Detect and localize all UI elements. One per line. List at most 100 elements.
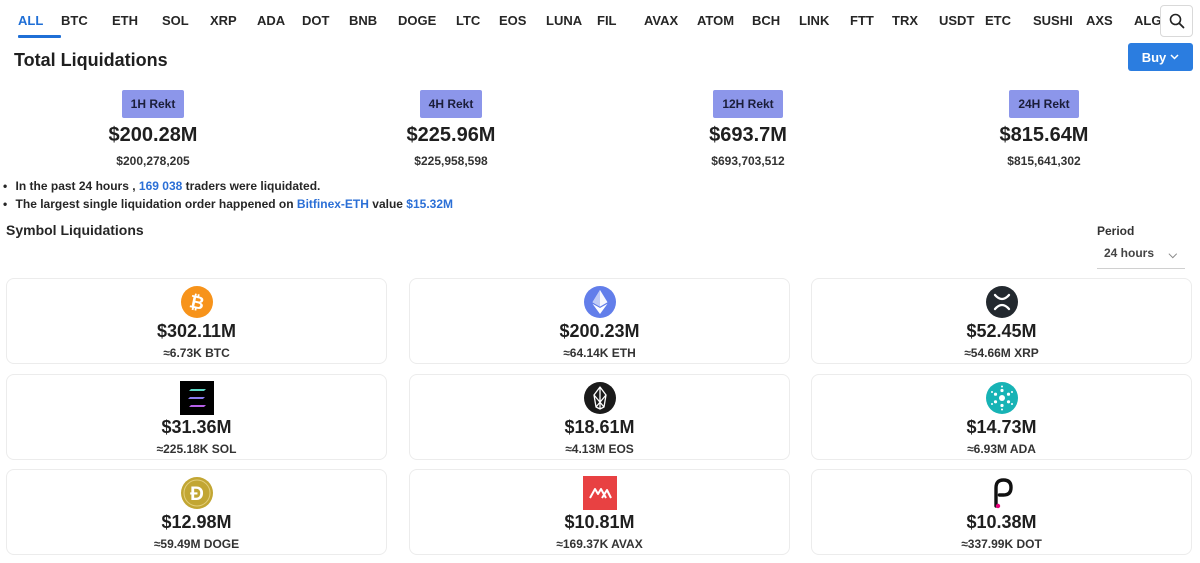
page-title: Total Liquidations <box>14 50 168 70</box>
stat-badge: 12H Rekt <box>713 90 783 118</box>
eos-icon <box>583 381 617 415</box>
stat-24h: 24H Rekt $815.64M $815,641,302 <box>954 90 1134 168</box>
card-usd-value: $10.38M <box>966 512 1037 532</box>
svg-text:Ð: Ð <box>190 484 204 505</box>
card-coin-amount: ≈64.14K ETH <box>563 346 636 360</box>
stat-1h: 1H Rekt $200.28M $200,278,205 <box>63 90 243 168</box>
stat-value: $225.96M <box>406 124 496 146</box>
buy-button[interactable]: Buy <box>1128 43 1193 71</box>
card-coin-amount: ≈337.99K DOT <box>961 537 1042 551</box>
symbol-card[interactable]: $10.81M ≈169.37K AVAX <box>409 469 790 555</box>
tab-eos[interactable]: EOS <box>499 13 527 28</box>
tab-ltc[interactable]: LTC <box>456 13 481 28</box>
stat-badge: 1H Rekt <box>121 90 185 118</box>
tab-btc[interactable]: BTC <box>61 13 88 28</box>
tab-axs[interactable]: AXS <box>1086 13 1113 28</box>
tab-dot[interactable]: DOT <box>302 13 330 28</box>
period-label: Period <box>1097 224 1135 238</box>
symbol-card[interactable]: $200.23M ≈64.14K ETH <box>409 278 790 364</box>
tab-atom[interactable]: ATOM <box>697 13 735 28</box>
card-coin-amount: ≈6.73K BTC <box>163 346 230 360</box>
stat-value: $815.64M <box>999 124 1089 146</box>
card-usd-value: $200.23M <box>559 321 640 341</box>
cardano-icon <box>985 381 1019 415</box>
tab-luna[interactable]: LUNA <box>546 13 583 28</box>
card-usd-value: $31.36M <box>161 417 232 437</box>
solana-icon <box>179 381 214 415</box>
chevron-down-icon: ⌵ <box>1168 249 1177 261</box>
symbol-card[interactable]: ₿ $302.11M ≈6.73K BTC <box>6 278 387 364</box>
trader-count-link[interactable]: 169 038 <box>138 179 183 193</box>
card-coin-amount: ≈6.93M ADA <box>967 442 1036 456</box>
symbol-tabs: ALL BTC ETH SOL XRP ADA DOT BNB DOGE LTC EOS LUNA FI… <box>18 13 1190 41</box>
tab-fil[interactable]: FIL <box>597 13 617 28</box>
stat-4h: 4H Rekt $225.96M $225,958,598 <box>361 90 541 168</box>
note-text: In the past 24 hours , <box>15 179 136 193</box>
note-largest-order: The largest single liquidation order hap… <box>3 197 453 215</box>
stat-value: $200.28M <box>108 124 198 146</box>
symbol-liquidations-title: Symbol Liquidations <box>6 222 144 238</box>
chevron-down-icon <box>1170 54 1179 60</box>
xrp-icon <box>985 285 1019 319</box>
symbol-card[interactable]: Ð $12.98M ≈59.49M DOGE <box>6 469 387 555</box>
tab-xrp[interactable]: XRP <box>210 13 237 28</box>
tab-usdt[interactable]: USDT <box>939 13 975 28</box>
stat-value: $693.7M <box>709 124 787 146</box>
stat-exact-value: $200,278,205 <box>116 154 190 168</box>
symbol-card[interactable]: $14.73M ≈6.93M ADA <box>811 374 1192 460</box>
period-select[interactable]: 24 hours ⌵ <box>1097 241 1185 269</box>
card-coin-amount: ≈54.66M XRP <box>964 346 1039 360</box>
search-button[interactable] <box>1160 5 1193 37</box>
tab-sushi[interactable]: SUSHI <box>1033 13 1073 28</box>
tab-etc[interactable]: ETC <box>985 13 1011 28</box>
note-text: The largest single liquidation order hap… <box>15 197 294 211</box>
tab-link[interactable]: LINK <box>799 13 830 28</box>
note-traders: In the past 24 hours , 169 038 traders w… <box>3 179 453 197</box>
stat-exact-value: $815,641,302 <box>1007 154 1081 168</box>
search-icon <box>1169 13 1184 29</box>
tab-avax[interactable]: AVAX <box>644 13 679 28</box>
card-coin-amount: ≈225.18K SOL <box>156 442 237 456</box>
card-usd-value: $10.81M <box>564 512 635 532</box>
stat-badge: 4H Rekt <box>419 90 483 118</box>
stat-badge: 24H Rekt <box>1009 90 1079 118</box>
card-usd-value: $18.61M <box>564 417 635 437</box>
tab-trx[interactable]: TRX <box>892 13 918 28</box>
card-usd-value: $52.45M <box>966 321 1037 341</box>
tab-ftt[interactable]: FTT <box>850 13 874 28</box>
note-text: value <box>372 197 403 211</box>
order-value-link[interactable]: $15.32M <box>406 197 453 211</box>
card-coin-amount: ≈59.49M DOGE <box>153 537 240 551</box>
symbol-tab-bar: ALL BTC ETH SOL XRP ADA DOT BNB DOGE LTC EOS LUNA FI… <box>0 0 1200 42</box>
liquidation-notes: In the past 24 hours , 169 038 traders w… <box>3 179 453 215</box>
stat-exact-value: $693,703,512 <box>711 154 785 168</box>
tab-bch[interactable]: BCH <box>752 13 781 28</box>
svg-text:₿: ₿ <box>187 291 206 314</box>
symbol-card[interactable]: $52.45M ≈54.66M XRP <box>811 278 1192 364</box>
dogecoin-icon: Ð <box>180 476 214 510</box>
card-usd-value: $302.11M <box>156 321 237 341</box>
tab-doge[interactable]: DOGE <box>398 13 437 28</box>
exchange-link[interactable]: Bitfinex-ETH <box>296 197 369 211</box>
buy-label: Buy <box>1141 49 1167 65</box>
tab-sol[interactable]: SOL <box>162 13 189 28</box>
period-value: 24 hours <box>1104 246 1155 260</box>
symbol-card[interactable]: $18.61M ≈4.13M EOS <box>409 374 790 460</box>
tab-ada[interactable]: ADA <box>257 13 286 28</box>
card-coin-amount: ≈4.13M EOS <box>565 442 634 456</box>
card-coin-amount: ≈169.37K AVAX <box>556 537 643 551</box>
polkadot-icon <box>985 476 1019 510</box>
stat-12h: 12H Rekt $693.7M $693,703,512 <box>658 90 838 168</box>
note-text: traders were liquidated. <box>185 179 321 193</box>
card-usd-value: $12.98M <box>161 512 232 532</box>
tab-eth[interactable]: ETH <box>112 13 138 28</box>
tab-bnb[interactable]: BNB <box>349 13 378 28</box>
tab-all[interactable]: ALL <box>18 13 61 41</box>
bitcoin-icon: ₿ <box>180 285 214 319</box>
symbol-card[interactable]: $10.38M ≈337.99K DOT <box>811 469 1192 555</box>
stat-exact-value: $225,958,598 <box>414 154 488 168</box>
symbol-card[interactable]: $31.36M ≈225.18K SOL <box>6 374 387 460</box>
avalanche-icon <box>582 476 617 510</box>
ethereum-icon <box>583 285 617 319</box>
card-usd-value: $14.73M <box>966 417 1037 437</box>
